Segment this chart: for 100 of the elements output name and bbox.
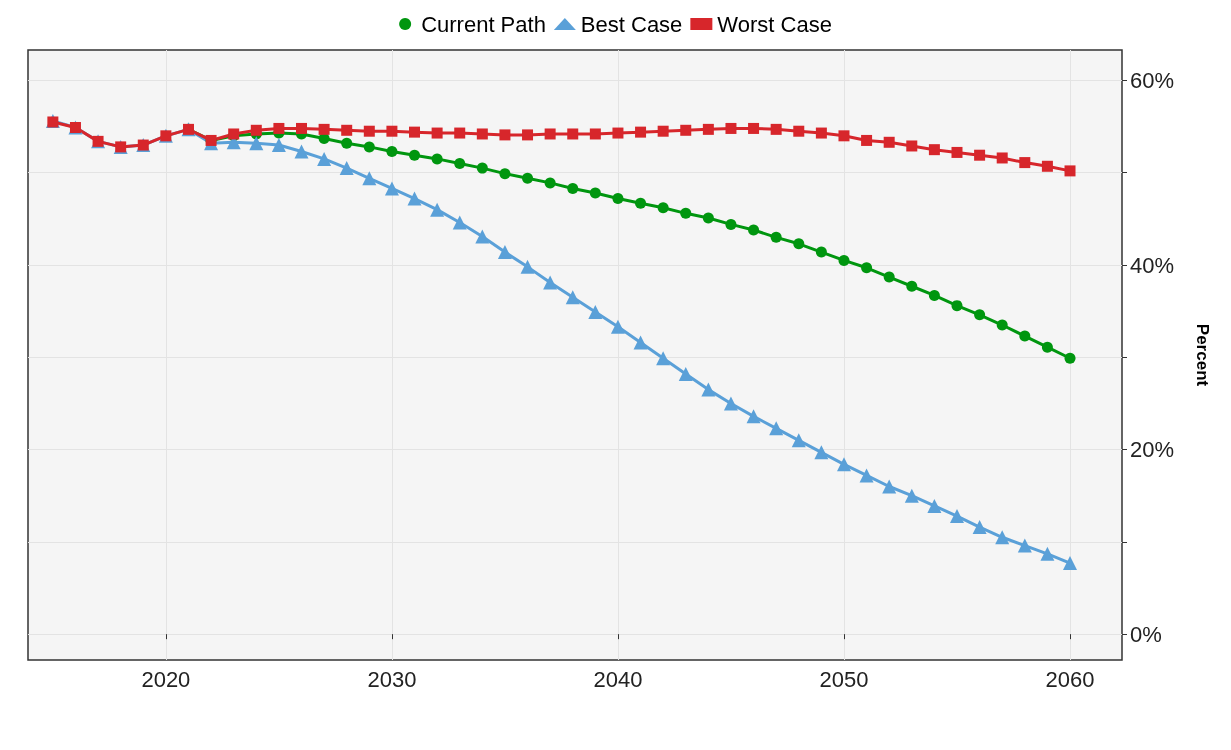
point [499, 168, 511, 180]
point [363, 141, 375, 153]
point [951, 300, 963, 312]
point [882, 479, 897, 494]
point [635, 197, 647, 209]
point [657, 202, 669, 214]
point [454, 127, 466, 139]
point [906, 140, 918, 152]
point [520, 259, 535, 274]
point [996, 152, 1008, 164]
point [883, 271, 895, 283]
point [974, 149, 986, 161]
legend-label: Current Path [421, 11, 546, 37]
point [544, 128, 556, 140]
point [995, 530, 1010, 545]
point [1040, 546, 1055, 561]
point [431, 153, 443, 165]
point [1017, 538, 1032, 553]
point [476, 162, 488, 174]
point [339, 161, 354, 176]
point [996, 319, 1008, 331]
point [680, 124, 692, 136]
point [883, 136, 895, 148]
point [928, 144, 940, 156]
point [657, 125, 669, 137]
point [791, 433, 806, 448]
point [522, 172, 534, 184]
point [296, 122, 307, 134]
y-axis-title: Percent [1193, 323, 1212, 387]
point [362, 171, 377, 186]
point [746, 409, 761, 424]
x-tick-label: 2020 [141, 666, 191, 692]
point [409, 126, 421, 138]
point [769, 421, 784, 436]
point [294, 144, 309, 159]
point [565, 290, 580, 305]
point [793, 238, 805, 250]
point [409, 149, 421, 161]
point [928, 289, 940, 301]
point [363, 125, 375, 137]
point [384, 181, 399, 196]
point [723, 396, 738, 411]
point [836, 457, 851, 472]
point [1041, 341, 1053, 353]
point [522, 129, 534, 141]
y-tick-label: 40% [1130, 252, 1175, 278]
point [1041, 160, 1053, 172]
point [725, 122, 737, 134]
point [341, 124, 353, 136]
point [838, 130, 850, 142]
point [748, 224, 760, 236]
point [454, 158, 466, 170]
point [431, 127, 443, 139]
point [678, 366, 693, 381]
point [838, 254, 850, 266]
point [859, 468, 874, 483]
point [341, 137, 353, 149]
point [861, 134, 873, 146]
point [588, 305, 603, 320]
x-tick-label: 2050 [819, 666, 869, 692]
point [1063, 556, 1078, 571]
point [273, 122, 285, 134]
legend-label: Worst Case [717, 11, 832, 37]
point [317, 151, 332, 166]
point [452, 215, 467, 230]
x-tick-label: 2060 [1045, 666, 1095, 692]
point [972, 520, 987, 535]
point [927, 498, 942, 513]
point [770, 123, 782, 135]
point [951, 146, 963, 158]
point [475, 229, 490, 244]
x-tick-label: 2030 [367, 666, 417, 692]
point [589, 187, 601, 199]
x-tick-label: 2040 [593, 666, 643, 692]
point [656, 351, 671, 366]
point [499, 129, 511, 141]
point [861, 262, 873, 274]
point [567, 182, 579, 194]
point [815, 127, 827, 139]
y-tick-label: 60% [1130, 67, 1175, 93]
point [725, 218, 737, 230]
point [950, 509, 964, 524]
point [906, 280, 918, 292]
point [567, 128, 579, 140]
point [904, 488, 919, 503]
point [612, 193, 624, 205]
point [612, 127, 624, 139]
point [386, 125, 398, 137]
point [635, 126, 647, 138]
y-tick-label: 20% [1130, 437, 1175, 463]
y-tick-label: 0% [1130, 621, 1162, 647]
point [1064, 352, 1076, 364]
point [702, 123, 714, 135]
point [318, 123, 330, 135]
point [249, 136, 264, 151]
point [544, 177, 556, 189]
point [497, 245, 512, 260]
point [748, 122, 760, 134]
point [476, 128, 488, 140]
point [793, 125, 805, 137]
